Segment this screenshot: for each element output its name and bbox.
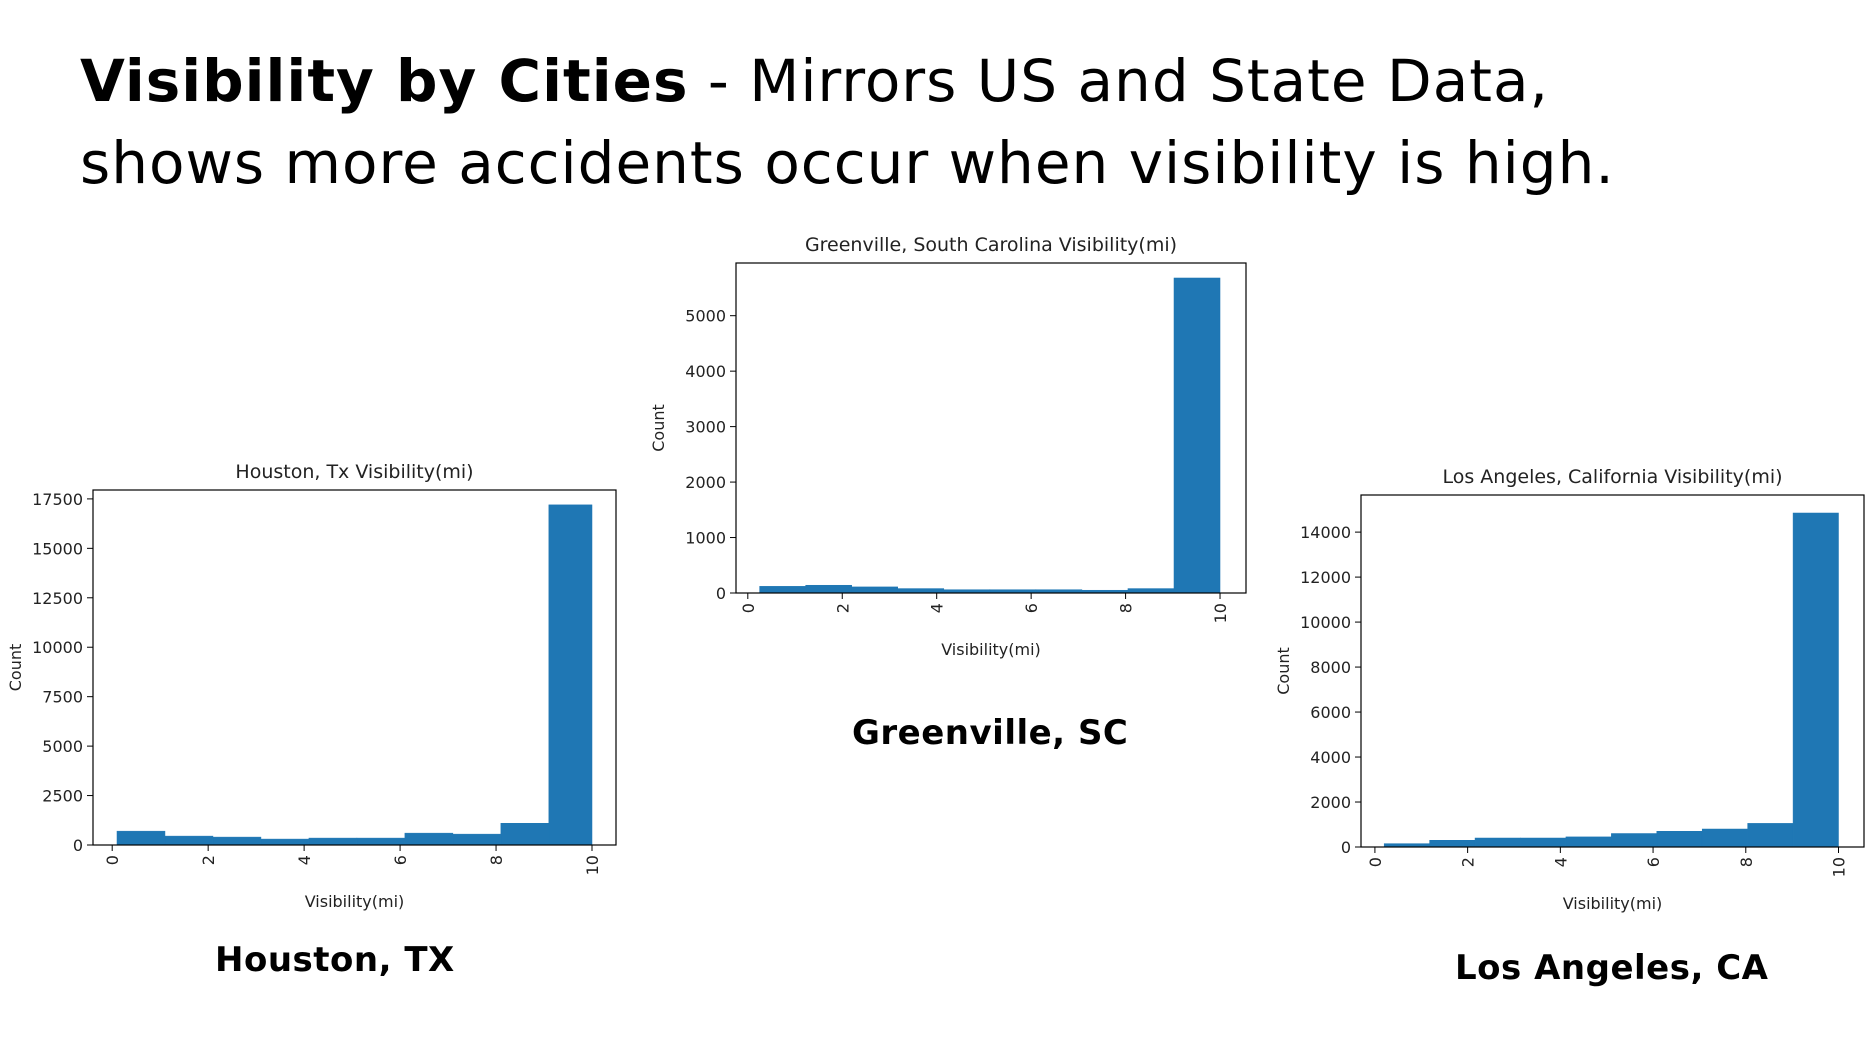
slide-title-bold: Visibility by Cities bbox=[80, 47, 689, 115]
y-tick-label: 10000 bbox=[1300, 613, 1351, 632]
histogram-bar bbox=[308, 837, 358, 846]
y-axis-label: Count bbox=[649, 404, 668, 452]
x-tick-label: 8 bbox=[1117, 603, 1136, 613]
x-tick-label: 6 bbox=[391, 855, 410, 865]
x-tick-label: 10 bbox=[1830, 857, 1849, 877]
y-tick-label: 10000 bbox=[32, 638, 83, 657]
y-tick-label: 2500 bbox=[42, 787, 83, 806]
histogram-bar bbox=[452, 833, 502, 846]
y-tick-label: 3000 bbox=[685, 418, 726, 437]
histogram-bar bbox=[851, 586, 898, 594]
los-angeles-histogram: 0 2000 4000 6000 8000 10000 12000 14000 0 2 4 6 8 10 L… bbox=[1274, 466, 1865, 913]
histogram-bar bbox=[116, 830, 166, 846]
y-axis-label: Count bbox=[6, 644, 25, 692]
histogram-bar bbox=[1792, 512, 1839, 848]
x-axis-label: Visibility(mi) bbox=[941, 640, 1041, 659]
slide-title: Visibility by Cities - Mirrors US and St… bbox=[80, 40, 1840, 204]
x-tick-label: 0 bbox=[739, 603, 758, 613]
y-tick-label: 0 bbox=[1341, 838, 1351, 857]
y-tick-label: 5000 bbox=[685, 307, 726, 326]
histogram-bar bbox=[1173, 277, 1221, 594]
y-tick-label: 15000 bbox=[32, 539, 83, 558]
plot-frame bbox=[92, 489, 617, 846]
y-tick-label: 12000 bbox=[1300, 568, 1351, 587]
histogram-bar bbox=[404, 832, 454, 846]
x-tick-label: 2 bbox=[199, 855, 218, 865]
x-axis-label: Visibility(mi) bbox=[1563, 894, 1663, 913]
y-tick-label: 0 bbox=[73, 836, 83, 855]
chart-title: Houston, Tx Visibility(mi) bbox=[235, 461, 473, 483]
histogram-bar bbox=[212, 836, 262, 846]
histogram-bar bbox=[164, 835, 214, 846]
y-tick-label: 7500 bbox=[42, 688, 83, 707]
x-tick-label: 0 bbox=[1366, 857, 1385, 867]
x-tick-label: 10 bbox=[1211, 603, 1230, 623]
slide-title-line2: shows more accidents occur when visibili… bbox=[80, 129, 1615, 197]
histogram-bar bbox=[1656, 831, 1703, 848]
x-tick-label: 2 bbox=[833, 603, 852, 613]
y-tick-label: 12500 bbox=[32, 589, 83, 608]
histogram-bar bbox=[500, 822, 550, 846]
y-tick-label: 5000 bbox=[42, 737, 83, 756]
histogram-bar bbox=[548, 504, 593, 846]
y-tick-label: 6000 bbox=[1310, 703, 1351, 722]
y-axis-label: Count bbox=[1274, 647, 1293, 695]
y-tick-label: 2000 bbox=[685, 473, 726, 492]
chart-title: Greenville, South Carolina Visibility(mi… bbox=[805, 234, 1177, 256]
histogram-bar bbox=[1747, 823, 1794, 848]
histogram-bar bbox=[1565, 836, 1612, 848]
histogram-bar bbox=[1520, 837, 1567, 848]
y-tick-label: 4000 bbox=[1310, 748, 1351, 767]
histogram-bar bbox=[1429, 840, 1476, 848]
histogram-bar bbox=[1701, 828, 1748, 848]
x-tick-label: 4 bbox=[1551, 857, 1570, 867]
x-tick-label: 10 bbox=[583, 855, 602, 875]
y-tick-label: 17500 bbox=[32, 490, 83, 509]
x-tick-label: 4 bbox=[928, 603, 947, 613]
histogram-bar bbox=[1127, 588, 1175, 594]
plot-frame bbox=[735, 262, 1247, 594]
x-tick-label: 4 bbox=[295, 855, 314, 865]
y-tick-label: 0 bbox=[716, 584, 726, 603]
x-tick-label: 2 bbox=[1459, 857, 1478, 867]
chart-title: Los Angeles, California Visibility(mi) bbox=[1442, 466, 1782, 488]
x-tick-label: 8 bbox=[487, 855, 506, 865]
caption-greenville: Greenville, SC bbox=[852, 713, 1129, 753]
histogram-bar bbox=[759, 586, 806, 594]
x-tick-label: 6 bbox=[1022, 603, 1041, 613]
y-tick-label: 14000 bbox=[1300, 523, 1351, 542]
x-tick-label: 8 bbox=[1737, 857, 1756, 867]
histogram-bar bbox=[1474, 837, 1521, 848]
x-tick-label: 6 bbox=[1644, 857, 1663, 867]
plot-frame bbox=[1360, 494, 1865, 848]
y-tick-label: 4000 bbox=[685, 362, 726, 381]
x-tick-label: 0 bbox=[103, 855, 122, 865]
histogram-bar bbox=[260, 838, 310, 846]
histogram-bar bbox=[897, 588, 945, 594]
caption-houston: Houston, TX bbox=[215, 940, 455, 980]
houston-histogram: 0 2500 5000 7500 10000 12500 15000 17500 0 2 4 6 8 10… bbox=[6, 461, 617, 911]
slide-title-line1-rest: - Mirrors US and State Data, bbox=[688, 47, 1549, 115]
histogram-bar bbox=[1611, 833, 1658, 848]
y-tick-label: 1000 bbox=[685, 529, 726, 548]
y-tick-label: 2000 bbox=[1310, 793, 1351, 812]
caption-los-angeles: Los Angeles, CA bbox=[1455, 948, 1769, 988]
y-tick-label: 8000 bbox=[1310, 658, 1351, 677]
x-axis-label: Visibility(mi) bbox=[305, 892, 405, 911]
greenville-histogram: 0 1000 2000 3000 4000 5000 0 2 4 6 8 10 Greenville, … bbox=[649, 234, 1247, 659]
histogram-bar bbox=[805, 584, 852, 594]
histogram-bar bbox=[356, 837, 406, 846]
